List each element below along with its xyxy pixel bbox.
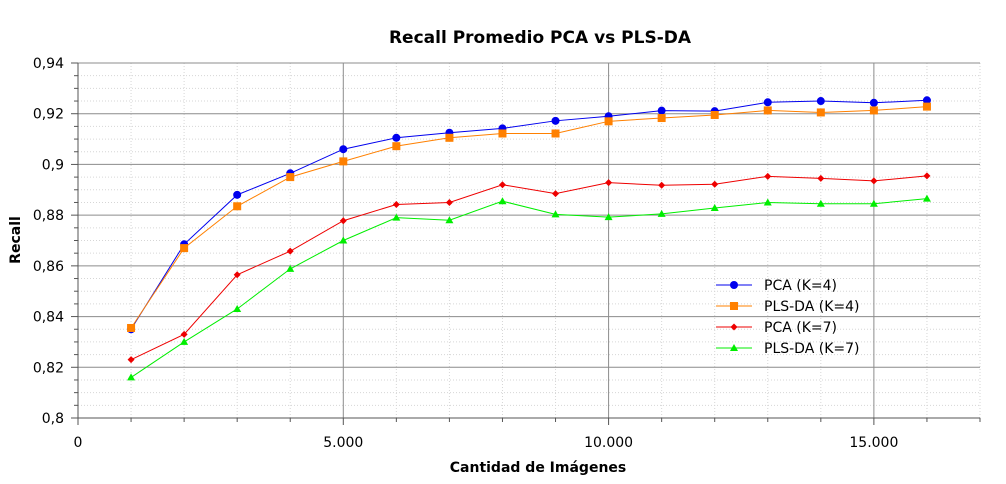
data-point — [604, 213, 613, 221]
y-tick-label: 0,92 — [33, 107, 64, 123]
data-point — [445, 216, 454, 224]
data-point — [392, 200, 400, 208]
data-point — [551, 116, 560, 125]
data-point — [233, 190, 242, 199]
chart-title: Recall Promedio PCA vs PLS-DA — [389, 28, 692, 48]
data-point — [552, 190, 560, 198]
series-line — [130, 99, 927, 330]
data-point — [339, 236, 348, 244]
data-point — [870, 177, 878, 185]
data-point — [445, 198, 453, 206]
data-point — [817, 174, 825, 182]
legend-label: PLS-DA (K=7) — [764, 341, 859, 357]
data-point — [657, 209, 666, 217]
x-tick-label: 5.000 — [323, 435, 363, 451]
legend: PCA (K=4) PLS-DA (K=4) PCA (K=7) PLS-DA (K=… — [716, 278, 859, 357]
series-group — [127, 96, 931, 381]
data-point — [180, 244, 189, 253]
data-point — [127, 323, 136, 332]
data-point — [339, 157, 348, 166]
legend-item: PLS-DA (K=4) — [716, 299, 859, 315]
data-point — [869, 199, 878, 207]
data-point — [816, 108, 825, 117]
data-point — [710, 110, 719, 119]
data-point — [127, 356, 135, 364]
series-line — [130, 198, 927, 378]
series-line — [130, 175, 927, 361]
series-2 — [127, 172, 931, 364]
data-point — [180, 330, 188, 338]
data-point — [339, 145, 348, 154]
y-tick-label: 0,86 — [33, 259, 64, 275]
data-point — [658, 181, 666, 189]
data-point — [711, 180, 719, 188]
data-point — [551, 210, 560, 218]
x-axis-label: Cantidad de Imágenes — [450, 460, 627, 476]
data-point — [605, 179, 613, 187]
data-point — [392, 213, 401, 221]
legend-marker — [730, 302, 738, 310]
data-point — [604, 117, 613, 126]
data-point — [445, 133, 454, 142]
data-point — [763, 98, 772, 107]
data-point — [869, 106, 878, 115]
data-point — [392, 142, 401, 151]
data-point — [127, 373, 136, 381]
data-point — [498, 181, 506, 189]
data-point — [657, 114, 666, 123]
data-point — [657, 106, 666, 115]
series-3 — [127, 194, 931, 381]
legend-marker — [730, 344, 738, 351]
data-point — [922, 194, 931, 202]
legend-item: PCA (K=7) — [716, 320, 837, 336]
axes: 0 5.000 10.000 15.000 0,8 0,82 0,84 0,86 0,88 0,9… — [33, 56, 981, 451]
legend-label: PLS-DA (K=4) — [764, 299, 859, 315]
data-point — [180, 337, 189, 345]
x-tick-label: 10.000 — [584, 435, 633, 451]
data-point — [710, 204, 719, 212]
series-line — [130, 106, 927, 329]
data-point — [286, 173, 295, 182]
x-tick-label: 15.000 — [849, 435, 898, 451]
legend-item: PLS-DA (K=7) — [716, 341, 859, 357]
series-0 — [127, 96, 931, 334]
data-point — [923, 172, 931, 180]
x-tick-label: 0 — [74, 435, 83, 451]
data-point — [233, 271, 241, 279]
data-point — [816, 199, 825, 207]
y-tick-label: 0,8 — [42, 411, 64, 427]
data-point — [922, 102, 931, 111]
data-point — [233, 304, 242, 312]
y-tick-label: 0,88 — [33, 208, 64, 224]
data-point — [764, 172, 772, 180]
legend-marker — [730, 323, 738, 331]
legend-marker — [730, 281, 738, 289]
y-tick-label: 0,82 — [33, 360, 64, 376]
data-point — [763, 106, 772, 115]
y-tick-label: 0,94 — [33, 56, 64, 72]
data-point — [816, 97, 825, 106]
data-point — [922, 96, 931, 105]
data-point — [869, 98, 878, 107]
data-point — [233, 202, 242, 211]
data-point — [392, 133, 401, 142]
data-point — [286, 264, 295, 272]
data-point — [339, 217, 347, 225]
legend-label: PCA (K=4) — [764, 278, 837, 294]
data-point — [763, 198, 772, 206]
y-tick-label: 0,84 — [33, 310, 64, 326]
data-point — [286, 247, 294, 255]
y-tick-label: 0,9 — [42, 157, 64, 173]
data-point — [551, 129, 560, 138]
series-1 — [127, 102, 931, 332]
y-axis-label: Recall — [8, 216, 24, 264]
data-point — [498, 129, 507, 138]
data-point — [498, 197, 507, 205]
grid — [78, 62, 981, 418]
legend-label: PCA (K=7) — [764, 320, 837, 336]
legend-item: PCA (K=4) — [716, 278, 837, 294]
